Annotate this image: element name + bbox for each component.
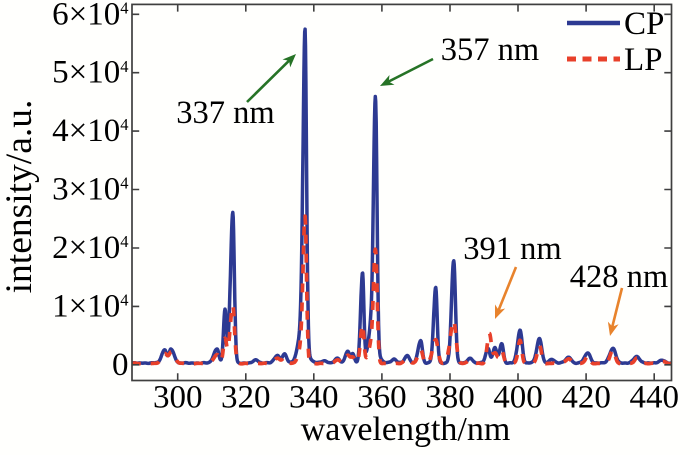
svg-text:391 nm: 391 nm [463, 231, 561, 267]
svg-text:CP: CP [624, 6, 664, 42]
svg-text:wavelength/nm: wavelength/nm [301, 411, 511, 448]
svg-text:428 nm: 428 nm [570, 259, 668, 295]
svg-text:380: 380 [425, 380, 475, 416]
svg-text:337 nm: 337 nm [176, 95, 274, 131]
svg-text:300: 300 [153, 380, 203, 416]
svg-text:360: 360 [357, 380, 407, 416]
svg-text:1×104: 1×104 [52, 288, 128, 324]
svg-text:4×104: 4×104 [52, 113, 128, 149]
svg-text:3×104: 3×104 [52, 172, 128, 208]
svg-text:340: 340 [289, 380, 339, 416]
svg-text:357 nm: 357 nm [441, 32, 539, 68]
svg-text:320: 320 [221, 380, 271, 416]
svg-text:0: 0 [112, 347, 129, 383]
svg-text:6×104: 6×104 [52, 0, 128, 32]
svg-text:400: 400 [493, 380, 543, 416]
svg-text:5×104: 5×104 [52, 55, 128, 91]
svg-text:intensity/a.u.: intensity/a.u. [0, 100, 40, 294]
svg-text:LP: LP [624, 42, 663, 78]
svg-text:440: 440 [629, 380, 679, 416]
svg-text:2×104: 2×104 [52, 230, 128, 266]
svg-text:420: 420 [561, 380, 611, 416]
